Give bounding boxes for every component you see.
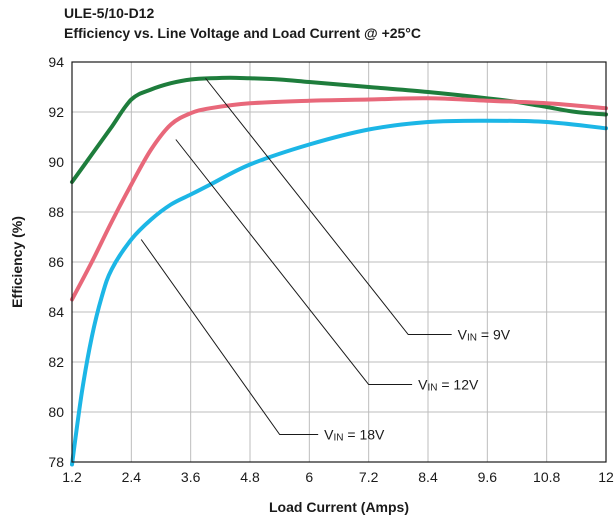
x-tick-label: 4.8 [240, 469, 260, 485]
x-tick-label: 1.2 [62, 469, 82, 485]
series-line-1 [70, 96, 608, 302]
grid [72, 62, 606, 462]
x-axis-label: Load Current (Amps) [269, 499, 409, 515]
series-line-2 [70, 118, 608, 467]
series-line-0 [70, 75, 608, 184]
x-tick-label: 9.6 [478, 469, 498, 485]
tick-labels: 1.2 2.4 3.6 4.8 6 7.2 8.4 9.6 10.8 12 78 80 82 84 86 88… [48, 54, 614, 485]
leader-line [205, 77, 452, 335]
x-tick-label: 6 [305, 469, 313, 485]
leader-line [140, 239, 319, 435]
y-tick-label: 92 [48, 104, 64, 120]
y-tick-label: 88 [48, 204, 64, 220]
leader-line [175, 139, 413, 385]
annotations: VIN = 9V VIN = 12V VIN = 18V [140, 77, 511, 444]
y-tick-label: 78 [48, 454, 64, 470]
chart-subtitle: Efficiency vs. Line Voltage and Load Cur… [64, 25, 422, 41]
x-tick-label: 8.4 [418, 469, 438, 485]
plot-frame [71, 61, 607, 463]
x-tick-label: 10.8 [533, 469, 560, 485]
y-tick-label: 90 [48, 154, 64, 170]
x-tick-label: 7.2 [359, 469, 379, 485]
y-tick-label: 86 [48, 254, 64, 270]
y-tick-label: 84 [48, 304, 64, 320]
y-tick-label: 82 [48, 354, 64, 370]
series-label: VIN = 12V [418, 377, 479, 394]
x-tick-label: 3.6 [181, 469, 201, 485]
x-tick-label: 2.4 [122, 469, 142, 485]
y-axis-label: Efficiency (%) [9, 216, 25, 308]
series-lines [70, 75, 608, 467]
chart-title: ULE-5/10-D12 [64, 5, 155, 21]
series-label: VIN = 9V [458, 327, 511, 344]
y-tick-label: 94 [48, 54, 64, 70]
series-label: VIN = 18V [324, 427, 385, 444]
y-tick-label: 80 [48, 404, 64, 420]
x-tick-label: 12 [598, 469, 614, 485]
